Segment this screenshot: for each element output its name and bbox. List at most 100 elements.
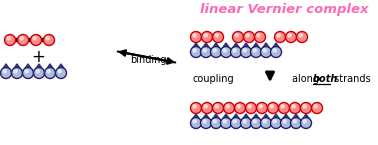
Polygon shape	[202, 114, 210, 120]
Polygon shape	[302, 114, 310, 120]
Circle shape	[271, 47, 282, 58]
Circle shape	[193, 49, 196, 52]
Circle shape	[263, 49, 266, 52]
Circle shape	[213, 120, 216, 123]
Polygon shape	[242, 114, 250, 120]
Polygon shape	[35, 64, 43, 70]
Circle shape	[215, 34, 218, 37]
Circle shape	[288, 34, 291, 37]
Circle shape	[193, 120, 196, 123]
Polygon shape	[262, 114, 270, 120]
Circle shape	[253, 120, 256, 123]
Circle shape	[243, 49, 246, 52]
Polygon shape	[282, 114, 290, 120]
Circle shape	[14, 70, 17, 73]
Circle shape	[251, 117, 262, 128]
Circle shape	[251, 47, 262, 58]
Polygon shape	[212, 43, 220, 49]
Circle shape	[270, 105, 273, 108]
Circle shape	[34, 68, 45, 78]
Circle shape	[3, 70, 6, 73]
Circle shape	[299, 34, 302, 37]
Circle shape	[226, 105, 229, 108]
Circle shape	[268, 103, 279, 114]
Polygon shape	[252, 43, 260, 49]
Text: coupling: coupling	[192, 74, 234, 84]
Text: both: both	[313, 74, 338, 84]
Circle shape	[33, 37, 36, 40]
Circle shape	[263, 120, 266, 123]
Circle shape	[301, 117, 311, 128]
Text: along: along	[292, 74, 322, 84]
Circle shape	[259, 105, 262, 108]
Circle shape	[254, 31, 265, 42]
Polygon shape	[192, 114, 200, 120]
Circle shape	[232, 31, 243, 42]
Text: +: +	[31, 48, 45, 66]
Circle shape	[223, 103, 234, 114]
Polygon shape	[262, 43, 270, 49]
Polygon shape	[272, 114, 280, 120]
Circle shape	[311, 103, 322, 114]
Circle shape	[36, 70, 39, 73]
Circle shape	[43, 35, 54, 46]
Circle shape	[301, 103, 311, 114]
Polygon shape	[272, 43, 280, 49]
Circle shape	[292, 105, 295, 108]
Circle shape	[201, 31, 212, 42]
Circle shape	[281, 105, 284, 108]
Polygon shape	[292, 114, 300, 120]
Circle shape	[303, 105, 306, 108]
Circle shape	[243, 31, 254, 42]
Circle shape	[246, 34, 249, 37]
Circle shape	[191, 117, 201, 128]
Circle shape	[200, 117, 212, 128]
Circle shape	[279, 103, 290, 114]
Circle shape	[243, 120, 246, 123]
Circle shape	[203, 120, 206, 123]
Circle shape	[303, 120, 306, 123]
Circle shape	[45, 68, 56, 78]
Polygon shape	[2, 64, 10, 70]
Circle shape	[211, 117, 222, 128]
Circle shape	[5, 35, 15, 46]
Text: binding: binding	[130, 55, 166, 65]
Circle shape	[47, 70, 50, 73]
Circle shape	[193, 34, 196, 37]
Circle shape	[285, 31, 296, 42]
Circle shape	[213, 49, 216, 52]
Circle shape	[204, 105, 207, 108]
Polygon shape	[24, 64, 32, 70]
Polygon shape	[232, 114, 240, 120]
Circle shape	[191, 103, 201, 114]
Circle shape	[58, 70, 61, 73]
Circle shape	[211, 47, 222, 58]
Polygon shape	[46, 64, 54, 70]
Circle shape	[231, 117, 242, 128]
Circle shape	[0, 68, 11, 78]
Circle shape	[280, 117, 291, 128]
Circle shape	[56, 68, 67, 78]
Circle shape	[240, 47, 251, 58]
Circle shape	[203, 49, 206, 52]
Circle shape	[17, 35, 28, 46]
Circle shape	[25, 70, 28, 73]
Circle shape	[200, 47, 212, 58]
Circle shape	[277, 34, 280, 37]
Circle shape	[296, 31, 307, 42]
Circle shape	[20, 37, 23, 40]
Circle shape	[290, 103, 301, 114]
Circle shape	[191, 31, 201, 42]
Circle shape	[274, 31, 285, 42]
Circle shape	[201, 103, 212, 114]
Polygon shape	[222, 43, 230, 49]
Circle shape	[271, 117, 282, 128]
Circle shape	[260, 117, 271, 128]
Polygon shape	[232, 43, 240, 49]
Circle shape	[240, 117, 251, 128]
Circle shape	[191, 47, 201, 58]
Circle shape	[257, 34, 260, 37]
Circle shape	[233, 49, 236, 52]
Polygon shape	[222, 114, 230, 120]
Circle shape	[235, 34, 238, 37]
